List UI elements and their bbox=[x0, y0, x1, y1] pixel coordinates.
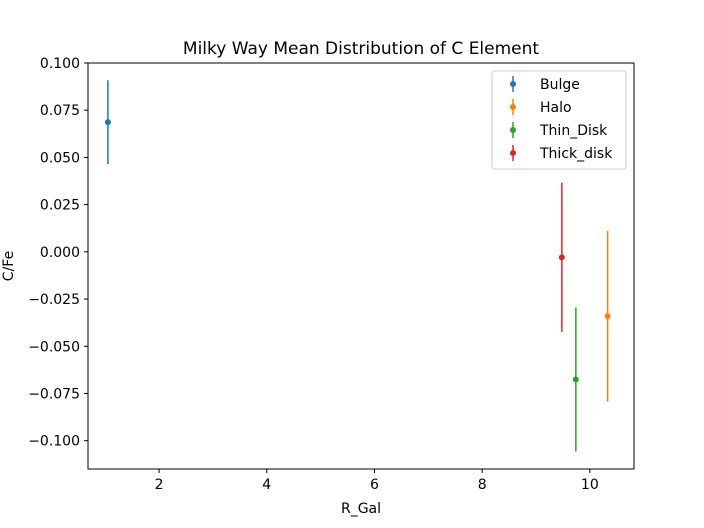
y-tick-label: −0.025 bbox=[28, 292, 80, 308]
legend-label: Thin_Disk bbox=[539, 123, 608, 139]
y-tick-label: −0.100 bbox=[28, 434, 80, 450]
legend: Bulge Halo Thin_Disk Thick_disk bbox=[491, 70, 627, 170]
legend-box bbox=[491, 70, 627, 170]
data-point-thin-disk bbox=[572, 376, 579, 383]
data-point-halo bbox=[604, 313, 611, 320]
legend-marker-point bbox=[510, 150, 516, 156]
legend-label: Halo bbox=[540, 100, 572, 116]
y-tick-label: 0.100 bbox=[40, 56, 80, 72]
x-axis: 2 4 6 8 10 bbox=[155, 469, 599, 493]
data-point-thick-disk bbox=[558, 254, 565, 261]
y-tick-label: 0.025 bbox=[40, 198, 80, 214]
axes-frame bbox=[87, 62, 635, 470]
y-tick-label: 0.075 bbox=[40, 103, 80, 119]
legend-marker-point bbox=[510, 104, 516, 110]
x-axis-label: R_Gal bbox=[341, 501, 381, 517]
y-tick-label: 0.000 bbox=[40, 245, 80, 261]
y-tick-label: 0.050 bbox=[40, 150, 80, 166]
data-point-bulge bbox=[104, 119, 111, 126]
x-tick-label: 6 bbox=[370, 477, 379, 493]
legend-label: Thick_disk bbox=[539, 146, 613, 162]
legend-label: Bulge bbox=[540, 77, 580, 93]
legend-marker-point bbox=[510, 127, 516, 133]
x-tick-label: 2 bbox=[155, 477, 164, 493]
x-tick-label: 8 bbox=[478, 477, 487, 493]
chart-title: Milky Way Mean Distribution of C Element bbox=[183, 39, 540, 59]
y-axis: 0.100 0.075 0.050 0.025 0.000 −0.025 −0.050 −0.… bbox=[28, 56, 88, 450]
y-axis-label: C/Fe bbox=[1, 251, 17, 281]
legend-marker-point bbox=[510, 81, 516, 87]
y-tick-label: −0.075 bbox=[28, 386, 80, 402]
x-tick-label: 10 bbox=[581, 477, 599, 493]
y-tick-label: −0.050 bbox=[28, 339, 80, 355]
x-tick-label: 4 bbox=[262, 477, 271, 493]
plot-marks bbox=[104, 80, 611, 452]
